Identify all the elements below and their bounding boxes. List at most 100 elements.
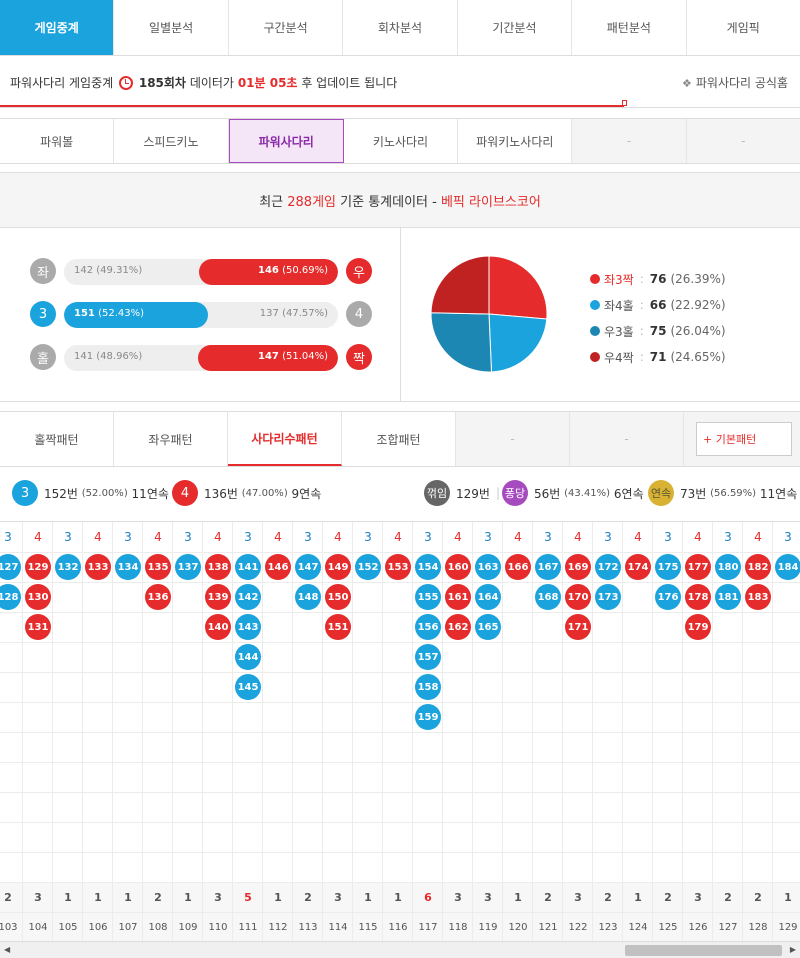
ratio-right-value: 146 xyxy=(258,265,279,276)
stats-body: 좌 142 (49.31%) 146 (50.69%) 우 3 151 (52.43%) 1… xyxy=(0,228,800,402)
official-home-link[interactable]: ❖ 파워사다리 공식홈 xyxy=(682,74,788,91)
game-tab-3[interactable]: 키노사다리 xyxy=(344,119,459,163)
pattern-tab-0[interactable]: 홀짝패턴 xyxy=(0,412,114,466)
game-relay-label: 파워사다리 게임중계 xyxy=(10,76,114,90)
pattern-ball: 179 xyxy=(685,614,711,640)
column-round: 118 xyxy=(448,921,468,933)
basic-pattern-button[interactable]: + 기본패턴 xyxy=(696,422,792,456)
pattern-ball: 155 xyxy=(415,584,441,610)
bounce-icon: 꺾임 xyxy=(424,480,450,506)
pattern-ball: 169 xyxy=(565,554,591,580)
summary-pongdang: 퐁당 56번 (43.41%) 6연속 | xyxy=(502,480,660,506)
topnav-tab-6[interactable]: 게임픽 xyxy=(686,0,800,55)
column-header: 4 xyxy=(754,530,762,544)
column-count: 3 xyxy=(454,890,462,904)
pattern-ball: 127 xyxy=(0,554,21,580)
grid-column xyxy=(713,522,743,941)
pongdang-pct: (43.41%) xyxy=(564,487,611,499)
pie-slice-1 xyxy=(488,313,548,373)
legend-dot xyxy=(590,352,600,362)
pattern-ball: 176 xyxy=(655,584,681,610)
column-header: 3 xyxy=(784,530,792,544)
pattern-ball: 131 xyxy=(25,614,51,640)
ratio-left-ball: 좌 xyxy=(30,258,56,284)
ladder-pattern-grid: 3127128210341291301313104313211054133110… xyxy=(0,521,800,941)
pattern-tab-3[interactable]: 조합패턴 xyxy=(342,412,456,466)
pattern-ball: 177 xyxy=(685,554,711,580)
topnav-tab-2[interactable]: 구간분석 xyxy=(228,0,344,55)
grid-row-line xyxy=(0,912,800,913)
grid-column xyxy=(773,522,800,941)
ratio-left-pct: (48.96%) xyxy=(96,351,143,362)
stats-recent-label: 최근 xyxy=(259,194,284,210)
progress-marker xyxy=(622,100,627,106)
pattern-ball: 137 xyxy=(175,554,201,580)
column-header: 3 xyxy=(544,530,552,544)
game-tab-1[interactable]: 스피드키노 xyxy=(114,119,229,163)
game-tab-4[interactable]: 파워키노사다리 xyxy=(458,119,573,163)
column-count: 3 xyxy=(34,890,42,904)
topnav-tab-1[interactable]: 일별분석 xyxy=(114,0,229,55)
pattern-ball: 149 xyxy=(325,554,351,580)
column-header: 4 xyxy=(514,530,522,544)
column-header: 3 xyxy=(4,530,12,544)
pattern-ball: 136 xyxy=(145,584,171,610)
column-round: 106 xyxy=(88,921,108,933)
column-header: 4 xyxy=(694,530,702,544)
pattern-ball: 180 xyxy=(715,554,741,580)
column-count: 1 xyxy=(784,890,792,904)
update-message: 파워사다리 게임중계 185회차 데이터가 01분 05초 후 업데이트 됩니다 xyxy=(10,74,397,91)
pattern-tab-4: - xyxy=(456,412,570,466)
column-round: 114 xyxy=(328,921,348,933)
horizontal-scrollbar[interactable]: ◀ ▶ xyxy=(0,941,800,958)
ratio-right-value: 137 xyxy=(259,308,279,319)
ratio-track: 151 (52.43%) 137 (47.57%) xyxy=(64,302,338,328)
column-count: 6 xyxy=(424,890,432,904)
column-round: 128 xyxy=(748,921,768,933)
game-tabs: 파워볼 스피드키노 파워사다리 키노사다리 파워키노사다리 - - xyxy=(0,118,800,164)
ratio-left-value: 142 xyxy=(74,265,94,276)
scroll-right-icon[interactable]: ▶ xyxy=(789,945,796,954)
pattern-ball: 160 xyxy=(445,554,471,580)
pongdang-streak: 6연속 xyxy=(613,486,644,501)
game-tab-6: - xyxy=(686,119,800,163)
legend-sep: : xyxy=(639,272,644,286)
game-tab-5: - xyxy=(572,119,687,163)
pattern-summary: 3 152번 (52.00%) 11연속 | 4 136번 (47.00%) 9… xyxy=(0,476,800,510)
grid-column xyxy=(263,522,293,941)
grid-column xyxy=(323,522,353,941)
pattern-ball: 133 xyxy=(85,554,111,580)
column-count: 2 xyxy=(154,890,162,904)
column-count: 1 xyxy=(124,890,132,904)
column-round: 125 xyxy=(658,921,678,933)
pattern-tab-2[interactable]: 사다리수패턴 xyxy=(228,412,342,466)
pattern-tab-1[interactable]: 좌우패턴 xyxy=(114,412,228,466)
pattern-ball: 167 xyxy=(535,554,561,580)
topnav-tab-4[interactable]: 기간분석 xyxy=(457,0,573,55)
topnav-tab-0[interactable]: 게임중계 xyxy=(0,0,115,55)
scroll-left-icon[interactable]: ◀ xyxy=(4,945,11,954)
summary-three: 3 152번 (52.00%) 11연속 | xyxy=(12,480,185,506)
grid-row-line xyxy=(0,582,800,583)
column-round: 127 xyxy=(718,921,738,933)
game-tab-0[interactable]: 파워볼 xyxy=(0,119,115,163)
game-tab-2[interactable]: 파워사다리 xyxy=(228,119,344,163)
column-round: 115 xyxy=(358,921,378,933)
ratio-track: 141 (48.96%) 147 (51.04%) xyxy=(64,345,338,371)
scroll-thumb[interactable] xyxy=(625,945,782,956)
topnav-tab-3[interactable]: 회차분석 xyxy=(343,0,458,55)
topnav-tab-5[interactable]: 패턴분석 xyxy=(572,0,687,55)
pattern-ball: 157 xyxy=(415,644,441,670)
pattern-tabs: 홀짝패턴 좌우패턴 사다리수패턴 조합패턴 - - + 기본패턴 xyxy=(0,411,800,467)
pattern-ball: 129 xyxy=(25,554,51,580)
pattern-ball: 178 xyxy=(685,584,711,610)
pattern-ball: 152 xyxy=(355,554,381,580)
ratio-fill xyxy=(199,259,338,285)
ratio-left-label: 151 (52.43%) xyxy=(74,308,144,319)
column-round: 122 xyxy=(568,921,588,933)
pattern-ball: 175 xyxy=(655,554,681,580)
grid-column xyxy=(203,522,233,941)
official-home-label[interactable]: 파워사다리 공식홈 xyxy=(695,76,788,90)
column-header: 4 xyxy=(154,530,162,544)
column-count: 2 xyxy=(664,890,672,904)
